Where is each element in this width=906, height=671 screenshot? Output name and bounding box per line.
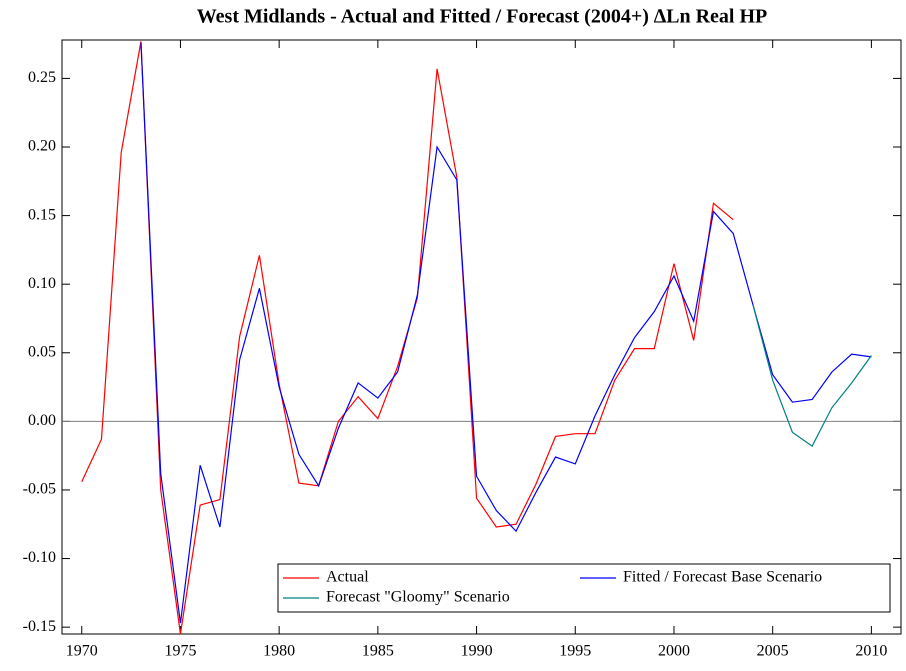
- y-tick-label: 0.25: [28, 69, 56, 86]
- x-tick-label: 1975: [164, 643, 196, 660]
- series-line: [140, 42, 872, 624]
- x-tick-label: 2005: [757, 643, 789, 660]
- series-line: [81, 41, 734, 635]
- y-tick-label: -0.10: [23, 549, 56, 566]
- x-tick-label: 2000: [658, 643, 690, 660]
- y-tick-label: 0.15: [28, 206, 56, 223]
- y-tick-label: -0.15: [23, 618, 56, 635]
- legend-box: [277, 563, 891, 613]
- x-tick-label: 1985: [362, 643, 394, 660]
- y-tick-label: -0.05: [23, 481, 56, 498]
- legend-label: Actual: [326, 569, 369, 586]
- x-tick-label: 1990: [461, 643, 493, 660]
- x-tick-label: 1995: [559, 643, 591, 660]
- chart-title: West Midlands - Actual and Fitted / Fore…: [197, 6, 767, 28]
- plot-frame: [61, 39, 902, 635]
- legend-label: Forecast "Gloomy" Scenario: [326, 589, 510, 606]
- series-line: [752, 304, 872, 447]
- y-tick-label: 0.00: [28, 412, 56, 429]
- y-tick-label: 0.20: [28, 138, 56, 155]
- legend-label: Fitted / Forecast Base Scenario: [623, 569, 822, 586]
- x-tick-label: 1970: [66, 643, 98, 660]
- x-tick-label: 1980: [263, 643, 295, 660]
- y-tick-label: 0.10: [28, 275, 56, 292]
- x-tick-label: 2010: [855, 643, 887, 660]
- y-tick-label: 0.05: [28, 343, 56, 360]
